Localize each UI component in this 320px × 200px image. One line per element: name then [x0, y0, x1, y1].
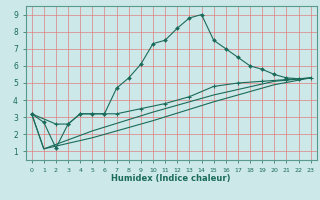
X-axis label: Humidex (Indice chaleur): Humidex (Indice chaleur): [111, 174, 231, 183]
